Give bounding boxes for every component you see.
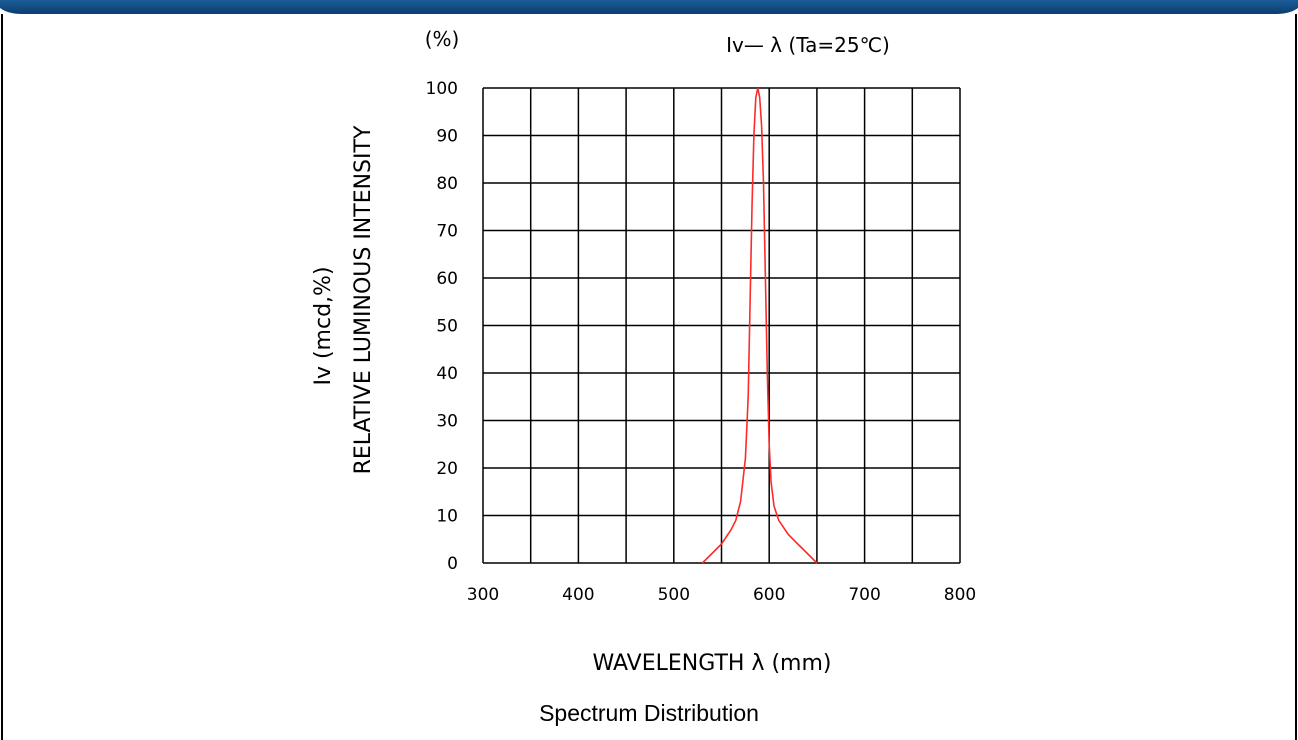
header-band [0, 0, 1298, 14]
unit-label: (%) [425, 27, 460, 51]
y-tick-label: 70 [436, 222, 458, 242]
y-tick-label: 80 [436, 174, 458, 194]
y-tick-label: 60 [436, 269, 458, 289]
y-tick-label: 40 [436, 364, 458, 384]
y-tick-label: 90 [436, 127, 458, 147]
chart-title: Iv— λ (Ta=25℃) [726, 33, 890, 57]
x-tick-label: 300 [467, 585, 499, 605]
y-tick-label: 20 [436, 459, 458, 479]
x-tick-label: 800 [944, 585, 976, 605]
y-tick-label: 100 [426, 79, 458, 99]
y-axis-label: RELATIVE LUMINOUS INTENSITY [351, 125, 376, 474]
x-tick-label: 600 [753, 585, 785, 605]
y-tick-label: 50 [436, 317, 458, 337]
x-tick-label: 400 [562, 585, 594, 605]
y-axis-label-units: Iv (mcd,%) [311, 266, 336, 385]
y-tick-label: 30 [436, 412, 458, 432]
spectrum-series-line [701, 87, 818, 564]
x-tick-label: 700 [848, 585, 880, 605]
y-tick-label: 0 [447, 554, 458, 574]
x-tick-label: 500 [658, 585, 690, 605]
y-tick-label: 10 [436, 507, 458, 527]
chart-caption: Spectrum Distribution [539, 700, 759, 726]
x-axis-label: WAVELENGTH λ (mm) [592, 651, 831, 676]
